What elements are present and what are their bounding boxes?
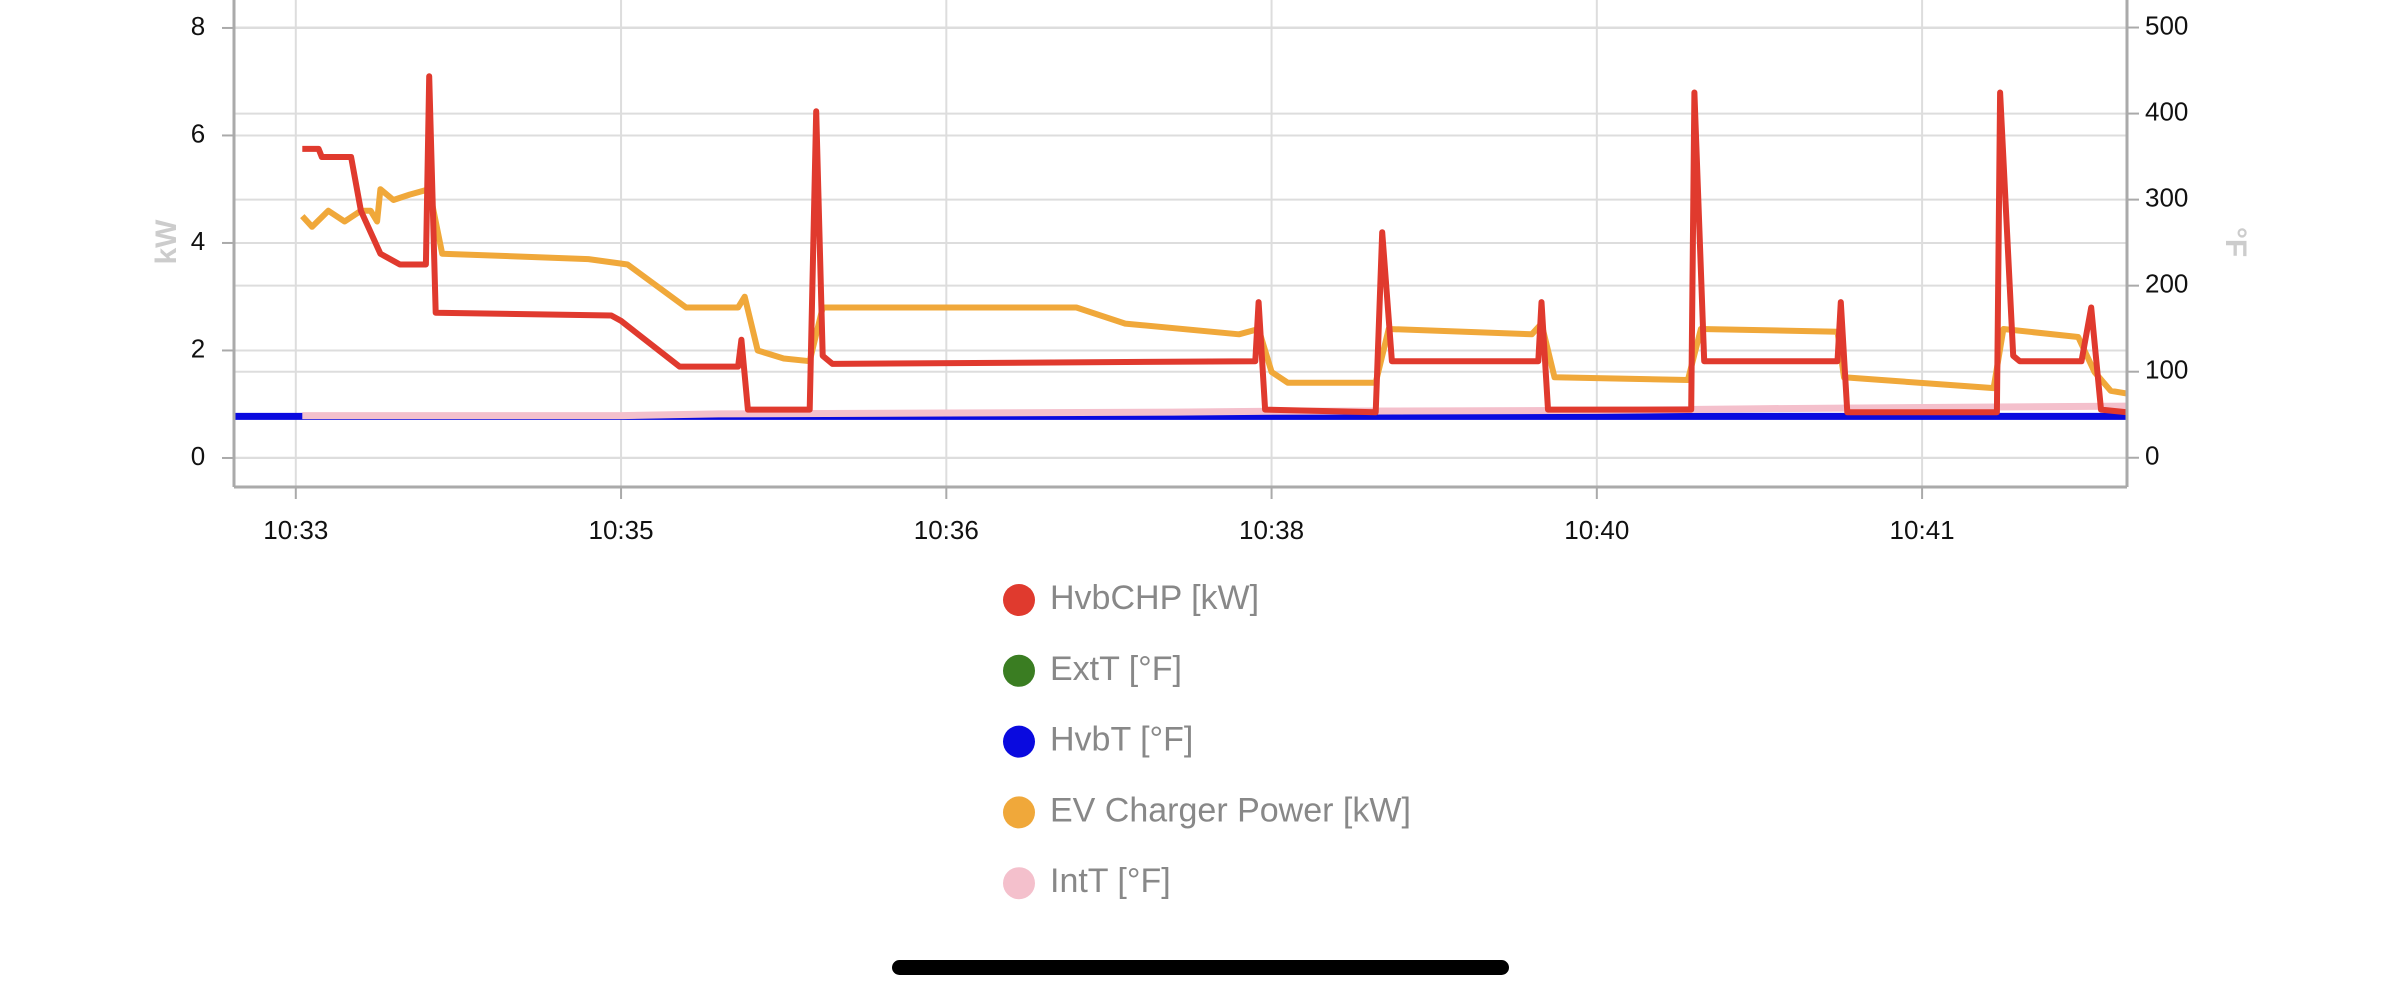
x-tick-label: 10:40 xyxy=(1564,515,1629,545)
x-tick-label: 10:36 xyxy=(914,515,979,545)
legend-marker xyxy=(1003,796,1035,829)
series-line xyxy=(302,73,2127,416)
y2-tick-label: 300 xyxy=(2145,182,2188,212)
x-tick-label: 10:33 xyxy=(263,515,328,545)
legend-label: ExtT [°F] xyxy=(1050,650,1182,688)
legend-marker xyxy=(1003,654,1035,687)
y2-tick-label: 0 xyxy=(2145,441,2159,471)
y2-tick-label: 200 xyxy=(2145,269,2188,299)
series-line xyxy=(302,402,2127,420)
y2-axis-title: °F xyxy=(2219,227,2252,257)
y-tick-label: 8 xyxy=(191,11,205,41)
legend-marker xyxy=(1003,584,1035,616)
y2-tick-label: 500 xyxy=(2145,10,2188,40)
x-tick-label: 10:41 xyxy=(1890,515,1955,545)
y-axis-title: kW xyxy=(150,219,183,265)
legend-label: EV Charger Power [kW] xyxy=(1050,791,1411,829)
y-tick-label: 0 xyxy=(191,441,205,471)
legend-label: HvbCHP [kW] xyxy=(1050,579,1259,617)
x-tick-label: 10:38 xyxy=(1239,515,1304,545)
legend-marker xyxy=(1003,867,1035,900)
y-tick-label: 2 xyxy=(191,333,205,363)
y-tick-label: 6 xyxy=(191,118,205,148)
legend-marker xyxy=(1003,725,1035,758)
home-indicator xyxy=(892,960,1509,975)
legend-label: IntT [°F] xyxy=(1050,862,1171,900)
x-tick-label: 10:35 xyxy=(589,515,654,545)
y-tick-label: 4 xyxy=(191,226,205,256)
y2-tick-label: 400 xyxy=(2145,96,2188,126)
legend-label: HvbT [°F] xyxy=(1050,721,1193,759)
y2-tick-label: 100 xyxy=(2145,355,2188,385)
